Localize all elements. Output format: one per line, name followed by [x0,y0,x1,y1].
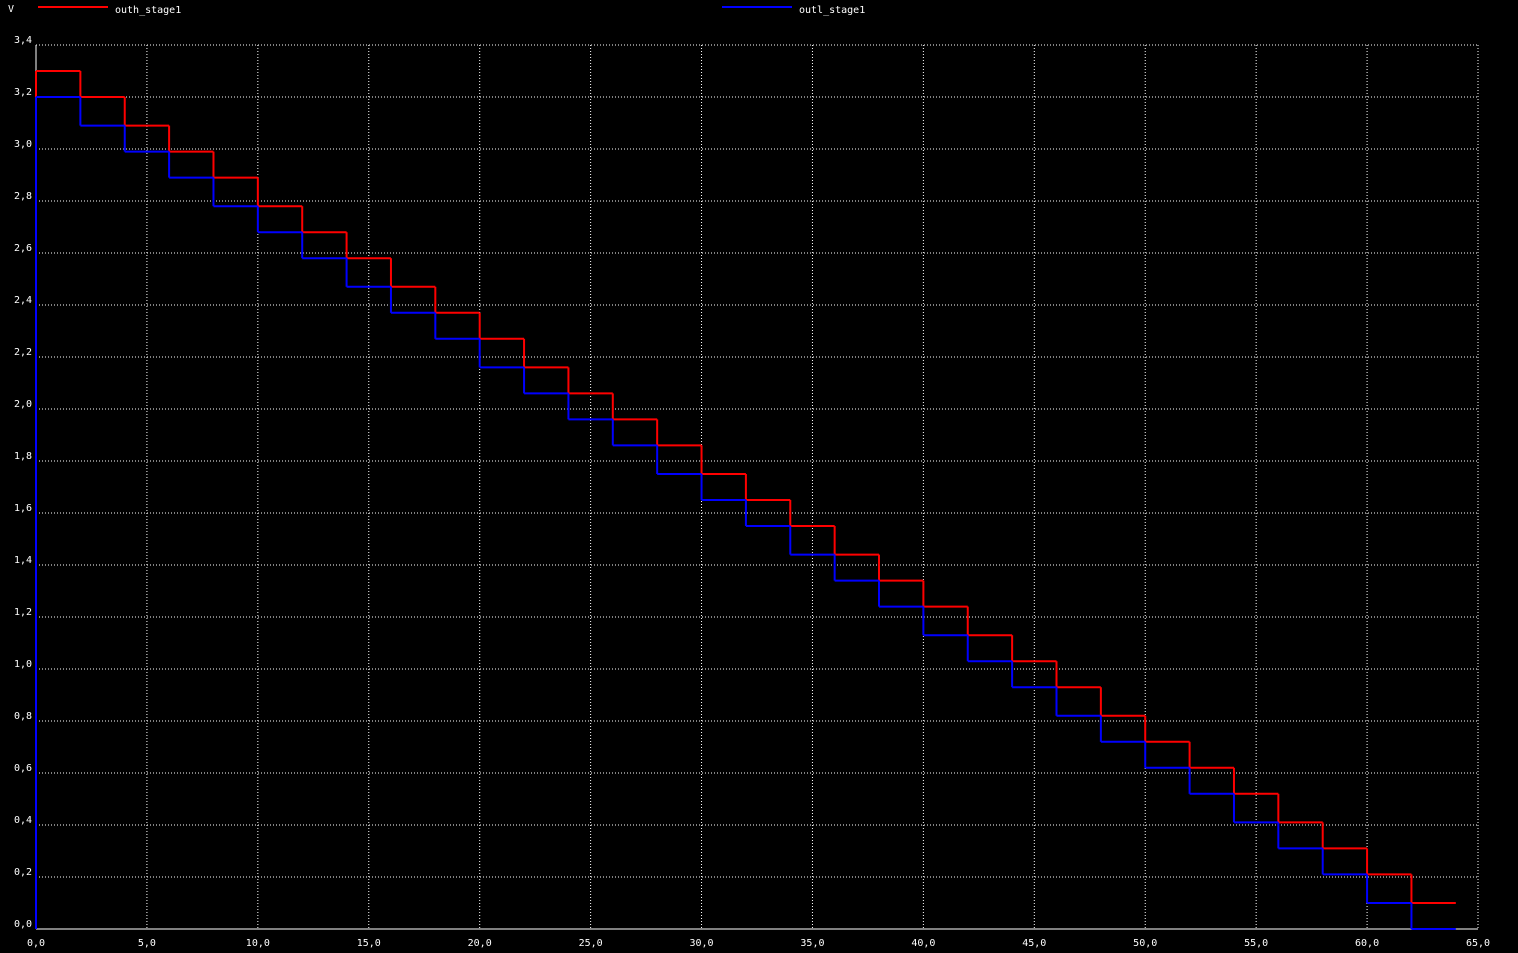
x-tick-label: 35,0 [800,938,824,949]
x-tick-label: 5,0 [138,938,156,949]
x-tick-label: 40,0 [911,938,935,949]
y-tick-label: 1,0 [14,659,32,670]
x-tick-label: 25,0 [579,938,603,949]
y-tick-label: 0,6 [14,763,32,774]
y-tick-label: 0,8 [14,711,32,722]
x-tick-label: 65,0 [1466,938,1490,949]
y-tick-label: 2,0 [14,399,32,410]
y-tick-label: 2,4 [14,295,32,306]
legend-label: outl_stage1 [799,5,865,16]
x-tick-label: 20,0 [468,938,492,949]
y-tick-label: 0,4 [14,815,32,826]
y-tick-label: 3,0 [14,139,32,150]
y-tick-label: 2,8 [14,191,32,202]
x-tick-label: 55,0 [1244,938,1268,949]
y-axis-label: V [8,4,14,15]
x-tick-label: 10,0 [246,938,270,949]
y-tick-label: 3,2 [14,87,32,98]
x-tick-label: 15,0 [357,938,381,949]
x-tick-label: 0,0 [27,938,45,949]
y-tick-label: 1,2 [14,607,32,618]
x-tick-label: 30,0 [689,938,713,949]
y-tick-label: 0,0 [14,919,32,930]
x-tick-label: 60,0 [1355,938,1379,949]
x-tick-label: 45,0 [1022,938,1046,949]
y-tick-label: 2,2 [14,347,32,358]
y-tick-label: 2,6 [14,243,32,254]
legend-label: outh_stage1 [115,5,181,16]
y-tick-label: 0,2 [14,867,32,878]
y-tick-label: 1,8 [14,451,32,462]
x-tick-label: 50,0 [1133,938,1157,949]
y-tick-label: 1,6 [14,503,32,514]
y-tick-label: 3,4 [14,35,32,46]
y-tick-label: 1,4 [14,555,32,566]
